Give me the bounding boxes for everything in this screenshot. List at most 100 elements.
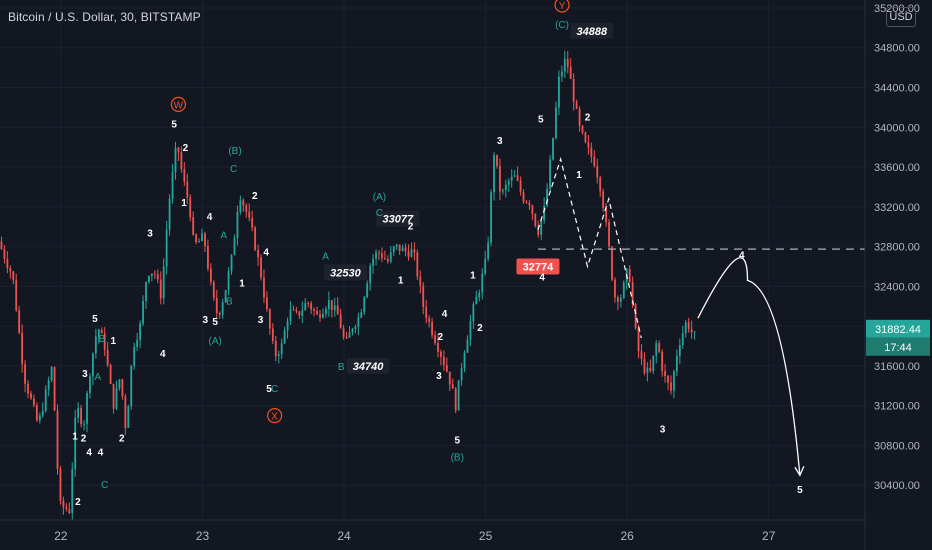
candle-body	[578, 108, 581, 126]
candle-body	[398, 244, 401, 252]
candle-body	[59, 468, 62, 501]
candle-body	[109, 364, 112, 384]
candle-body	[142, 300, 144, 324]
candle-body	[543, 205, 546, 220]
candle-body	[65, 507, 68, 510]
wave-label: 1	[181, 198, 187, 209]
candle-body	[360, 312, 363, 318]
candle-body	[448, 371, 451, 385]
candle-body	[552, 138, 554, 160]
candle-body	[581, 125, 584, 133]
wave-label: A	[220, 231, 227, 242]
candle-body	[274, 340, 277, 357]
currency-button[interactable]: USD	[886, 7, 916, 27]
candle-body	[112, 383, 115, 409]
time-axis[interactable]: 22 23 24 25 26 27	[0, 519, 865, 543]
candle-body	[469, 321, 472, 340]
wave-label: 2	[81, 433, 87, 444]
wave-label: 2	[183, 143, 189, 154]
candle-body	[136, 339, 139, 347]
wave-label: 3	[660, 425, 666, 436]
candle-body	[590, 147, 593, 157]
candle-body	[27, 383, 29, 394]
candle-body	[608, 222, 610, 247]
candle-body	[153, 273, 156, 275]
wave-label: 4	[160, 349, 166, 360]
candle-body	[121, 379, 124, 397]
wave-label: 1	[398, 275, 404, 286]
candle-body	[478, 292, 481, 297]
candle-body	[91, 353, 94, 377]
candle-body	[378, 252, 380, 254]
candle-body	[401, 247, 404, 252]
candle-body	[254, 227, 257, 250]
candle-body	[156, 274, 159, 280]
candle-body	[62, 500, 65, 508]
candle-body	[6, 258, 9, 268]
candle-body	[44, 389, 47, 411]
price-annotation-label: 34888	[576, 26, 607, 38]
candle-body	[628, 268, 631, 283]
candle-body	[593, 156, 596, 167]
wave-label: 5	[92, 314, 98, 325]
candle-body	[652, 355, 655, 371]
candle-body	[327, 300, 330, 310]
candle-body	[313, 309, 316, 311]
wave-label: 4	[739, 251, 745, 262]
candle-body	[440, 351, 442, 357]
candle-body	[434, 335, 436, 344]
candle-body	[186, 181, 189, 198]
candle-body	[664, 371, 667, 377]
wave-label: B	[338, 362, 345, 373]
candle-body	[0, 241, 3, 249]
candle-body	[100, 329, 103, 334]
candle-body	[614, 279, 616, 298]
candle-body	[640, 351, 643, 359]
price-annotation-box	[376, 210, 420, 227]
candle-body	[133, 346, 136, 366]
candle-body	[221, 302, 224, 315]
candle-body	[271, 328, 274, 341]
candle-body	[454, 388, 457, 411]
candle-body	[693, 331, 696, 333]
wave-label: 2	[408, 222, 414, 233]
candle-body	[611, 246, 613, 280]
wave-label: 1	[576, 170, 582, 181]
candle-body	[189, 197, 192, 218]
candle-body	[419, 276, 422, 286]
candle-body	[310, 303, 313, 310]
candles-layer	[0, 50, 696, 521]
price-annotation-label: 32774	[523, 261, 554, 273]
candle-body	[425, 307, 428, 319]
candle-body	[30, 393, 32, 399]
x-tick-label: 27	[762, 529, 776, 543]
candle-body	[466, 339, 469, 353]
candle-body	[118, 379, 121, 389]
candle-body	[572, 79, 575, 102]
candle-body	[472, 304, 475, 322]
y-tick-label: 30400.00	[874, 480, 920, 492]
wave-label: X	[271, 412, 278, 423]
candle-body	[212, 281, 215, 299]
candle-body	[89, 376, 91, 394]
candle-body	[239, 200, 242, 213]
candle-body	[106, 349, 109, 365]
wave-label: C	[271, 384, 278, 395]
candle-body	[646, 367, 649, 373]
candle-body	[684, 322, 687, 334]
candle-body	[531, 205, 534, 214]
candle-body	[9, 267, 12, 272]
candle-body	[605, 207, 608, 223]
candle-body	[437, 343, 439, 352]
candle-body	[637, 328, 640, 352]
symbol-title[interactable]: Bitcoin / U.S. Dollar, 30, BITSTAMP	[8, 10, 201, 24]
candle-body	[12, 271, 15, 280]
candle-body	[634, 304, 637, 329]
y-tick-label: 32400.00	[874, 281, 920, 293]
candle-body	[670, 382, 672, 391]
candle-body	[80, 407, 83, 425]
price-annotation-box	[516, 258, 560, 275]
y-tick-label: 34400.00	[874, 82, 920, 94]
candle-body	[94, 336, 97, 354]
